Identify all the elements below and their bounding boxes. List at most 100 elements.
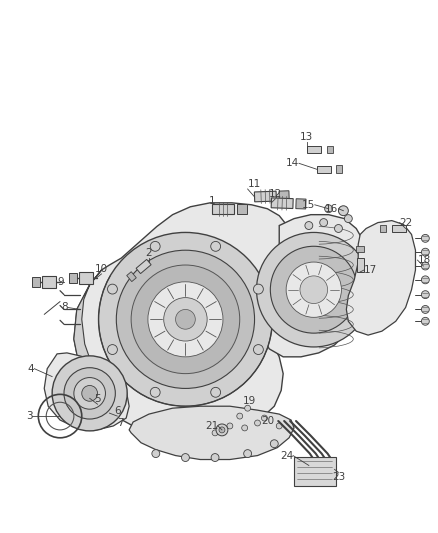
Circle shape — [107, 345, 117, 354]
Polygon shape — [74, 203, 289, 436]
Circle shape — [270, 246, 357, 333]
Text: 9: 9 — [57, 277, 64, 287]
Polygon shape — [32, 277, 40, 287]
Circle shape — [305, 222, 313, 230]
Circle shape — [325, 205, 332, 213]
Circle shape — [261, 415, 267, 421]
Circle shape — [212, 430, 218, 436]
Polygon shape — [307, 146, 321, 153]
Circle shape — [339, 206, 348, 216]
Polygon shape — [127, 272, 136, 281]
Polygon shape — [237, 204, 247, 214]
Circle shape — [254, 345, 263, 354]
Polygon shape — [327, 146, 332, 154]
Circle shape — [300, 276, 328, 303]
Text: 16: 16 — [325, 204, 339, 214]
Polygon shape — [380, 224, 386, 232]
Text: 11: 11 — [247, 179, 261, 189]
Text: 3: 3 — [26, 411, 32, 421]
Text: 14: 14 — [286, 158, 299, 168]
Polygon shape — [271, 198, 293, 208]
Circle shape — [99, 232, 272, 406]
Circle shape — [237, 413, 243, 419]
Polygon shape — [69, 273, 77, 283]
Polygon shape — [357, 258, 364, 272]
Circle shape — [164, 297, 207, 341]
Polygon shape — [129, 406, 294, 459]
Polygon shape — [317, 166, 331, 173]
Text: 24: 24 — [280, 450, 293, 461]
Circle shape — [421, 276, 429, 284]
Text: 22: 22 — [400, 217, 413, 228]
Circle shape — [257, 232, 371, 347]
Polygon shape — [79, 272, 92, 284]
Circle shape — [421, 290, 429, 298]
Text: 6: 6 — [114, 406, 120, 416]
Polygon shape — [336, 165, 343, 173]
Circle shape — [320, 219, 328, 227]
Circle shape — [148, 282, 223, 357]
Text: 17: 17 — [364, 265, 378, 275]
Circle shape — [181, 454, 189, 462]
Text: 23: 23 — [332, 472, 345, 482]
Circle shape — [150, 241, 160, 251]
Polygon shape — [212, 204, 234, 214]
Circle shape — [276, 423, 282, 429]
Text: 5: 5 — [94, 394, 101, 404]
Circle shape — [254, 284, 263, 294]
Text: 7: 7 — [117, 418, 124, 428]
Text: 21: 21 — [205, 421, 218, 431]
Text: 20: 20 — [261, 416, 274, 426]
Polygon shape — [356, 246, 364, 252]
Circle shape — [245, 405, 251, 411]
Circle shape — [117, 250, 254, 389]
Circle shape — [211, 241, 221, 251]
Circle shape — [64, 368, 115, 419]
Polygon shape — [44, 353, 129, 430]
Circle shape — [82, 385, 98, 401]
Circle shape — [344, 215, 352, 223]
Text: 12: 12 — [268, 189, 282, 199]
Text: 1: 1 — [209, 196, 215, 206]
Circle shape — [227, 423, 233, 429]
Circle shape — [244, 450, 251, 457]
Circle shape — [421, 262, 429, 270]
Text: 10: 10 — [95, 264, 108, 274]
Circle shape — [286, 262, 342, 317]
Text: 8: 8 — [61, 302, 68, 312]
Circle shape — [335, 224, 343, 232]
Polygon shape — [136, 260, 151, 273]
Circle shape — [107, 284, 117, 294]
Polygon shape — [392, 225, 406, 232]
Text: 2: 2 — [145, 248, 152, 258]
Circle shape — [211, 387, 221, 397]
Circle shape — [421, 305, 429, 313]
Text: 15: 15 — [301, 200, 315, 210]
Circle shape — [421, 248, 429, 256]
Circle shape — [131, 265, 240, 374]
Circle shape — [219, 427, 225, 433]
Text: 18: 18 — [417, 255, 431, 265]
Circle shape — [176, 310, 195, 329]
Circle shape — [421, 235, 429, 243]
Circle shape — [254, 420, 261, 426]
FancyBboxPatch shape — [294, 457, 336, 486]
Polygon shape — [254, 191, 276, 202]
Circle shape — [421, 317, 429, 325]
Circle shape — [150, 387, 160, 397]
Polygon shape — [296, 199, 306, 209]
Circle shape — [216, 424, 228, 436]
Circle shape — [74, 377, 106, 409]
Polygon shape — [279, 191, 289, 201]
Circle shape — [152, 450, 160, 457]
Text: 4: 4 — [28, 364, 34, 374]
Text: 13: 13 — [300, 132, 314, 142]
Circle shape — [270, 440, 278, 448]
Circle shape — [211, 454, 219, 462]
Polygon shape — [74, 270, 117, 413]
Circle shape — [52, 356, 127, 431]
Polygon shape — [346, 221, 416, 335]
Text: 19: 19 — [243, 396, 256, 406]
Polygon shape — [259, 215, 368, 357]
Circle shape — [242, 425, 247, 431]
